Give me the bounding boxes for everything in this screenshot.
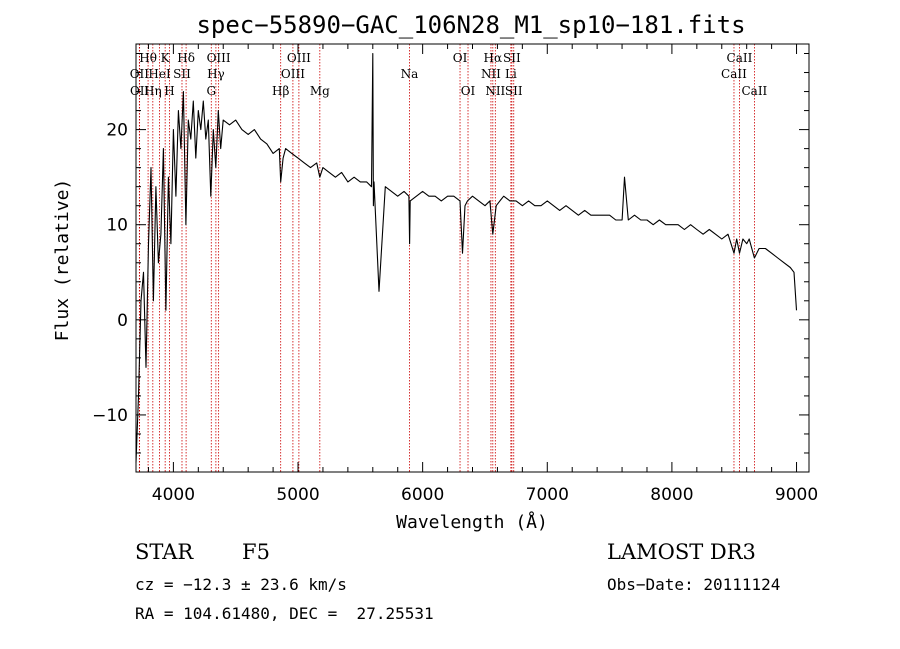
- ticks: 4000 5000 6000 7000 8000 9000 −10 0 10 20: [92, 44, 818, 505]
- y-tick-label: 0: [117, 311, 128, 331]
- line-label-13: OIII: [281, 67, 305, 81]
- line-label-4: HeI: [148, 67, 171, 81]
- sky-coordinates: RA = 104.61480, DEC = 27.25531: [135, 604, 434, 623]
- spectrum-series: [135, 52, 798, 463]
- line-label-2: Hθ: [139, 51, 157, 65]
- x-tick-label: 8000: [650, 485, 693, 505]
- line-label-8: Hδ: [177, 51, 195, 65]
- line-label-12: Hβ: [272, 84, 289, 98]
- line-label-6: SII: [173, 67, 191, 81]
- line-label-10: Hγ: [207, 67, 225, 81]
- line-label-16: Na: [401, 67, 419, 81]
- plot-frame: [135, 43, 810, 473]
- line-label-22: SII: [503, 51, 521, 65]
- line-label-20: Hα: [484, 51, 503, 65]
- observation-date: Obs−Date: 20111124: [607, 575, 781, 594]
- line-label-19: NII: [481, 67, 501, 81]
- y-axis-label: Flux (relative): [52, 179, 73, 342]
- y-tick-label: 20: [106, 121, 128, 141]
- chart-title: spec−55890−GAC_106N28_M1_sp10−181.fits: [196, 11, 745, 39]
- line-label-3: Hη: [144, 84, 162, 98]
- redshift-value: cz = −12.3 ± 23.6 km/s: [135, 575, 347, 594]
- line-label-9: OIII: [207, 51, 231, 65]
- line-label-27: CaII: [741, 84, 767, 98]
- y-tick-label: −10: [92, 406, 128, 426]
- x-axis-label: Wavelength (Å): [396, 511, 548, 533]
- line-label-25: CaII: [727, 51, 753, 65]
- line-label-7: H: [164, 84, 174, 98]
- x-tick-label: 4000: [152, 485, 195, 505]
- spectral-line-markers: [138, 44, 755, 472]
- axes: [135, 43, 810, 473]
- line-label-15: Mg: [310, 84, 330, 98]
- line-label-26: CaII: [721, 67, 747, 81]
- x-tick-label: 7000: [526, 485, 569, 505]
- line-label-24: SII: [505, 84, 523, 98]
- x-tick-label: 5000: [276, 485, 319, 505]
- spectrum-line: [135, 52, 798, 463]
- line-label-11: G: [206, 84, 216, 98]
- survey-name: LAMOST DR3: [607, 540, 756, 564]
- x-tick-label: 9000: [775, 485, 818, 505]
- line-label-21: NII: [485, 84, 505, 98]
- line-label-1: OII: [130, 84, 150, 98]
- object-subclass: F5: [242, 540, 270, 564]
- x-tick-label: 6000: [401, 485, 444, 505]
- line-label-23: Li: [505, 67, 517, 81]
- line-label-18: OI: [461, 84, 476, 98]
- y-tick-label: 10: [106, 216, 128, 236]
- line-label-5: K: [161, 51, 171, 65]
- line-label-17: OI: [453, 51, 468, 65]
- object-class: STAR: [135, 540, 194, 564]
- line-label-14: OIII: [287, 51, 311, 65]
- line-label-0: OII: [130, 67, 150, 81]
